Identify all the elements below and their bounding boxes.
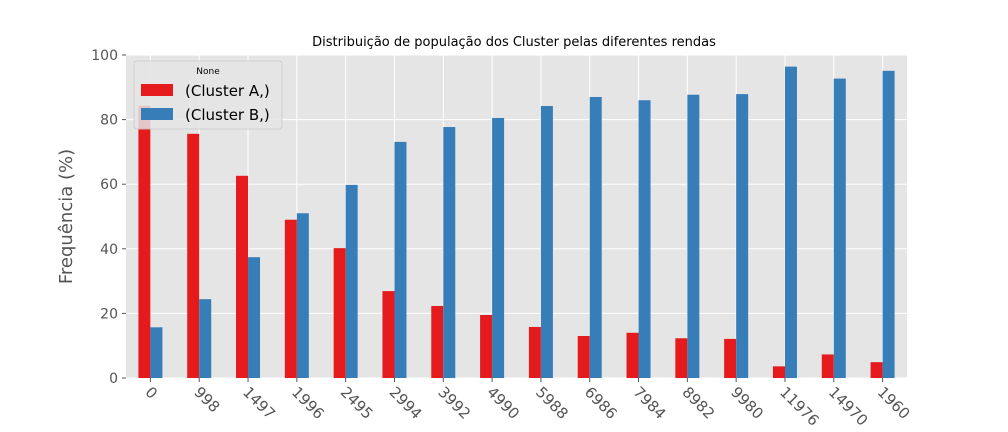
- y-tick-label: 100: [91, 48, 118, 64]
- bar-cluster-a: [675, 338, 688, 378]
- x-tick-label: 998: [190, 383, 223, 416]
- x-tick-label: 1996: [288, 383, 328, 423]
- bar-cluster-b: [784, 66, 797, 379]
- x-tick-label: 14970: [825, 383, 871, 429]
- bar-cluster-a: [821, 354, 834, 378]
- legend-swatch: [141, 84, 173, 96]
- bar-cluster-a: [772, 366, 785, 378]
- x-tick-label: 1497: [239, 383, 279, 423]
- y-axis-label: Frequência (%): [56, 149, 77, 284]
- legend-label: (Cluster A,): [185, 82, 270, 100]
- bar-cluster-b: [638, 100, 651, 378]
- bar-cluster-a: [333, 248, 346, 378]
- bar-cluster-a: [187, 133, 200, 378]
- bar-cluster-b: [248, 257, 261, 378]
- bar-cluster-b: [492, 117, 505, 379]
- bar-cluster-a: [724, 338, 737, 378]
- bar-cluster-b: [150, 327, 163, 378]
- y-tick-label: 20: [100, 306, 118, 322]
- bar-cluster-b: [443, 127, 456, 379]
- bar-cluster-b: [296, 213, 309, 378]
- x-tick-label: 7984: [630, 383, 670, 423]
- bar-cluster-b: [589, 96, 602, 379]
- legend-title: None: [196, 67, 220, 77]
- x-tick-label: 1960: [874, 383, 914, 423]
- bar-cluster-a: [480, 315, 493, 378]
- x-tick-label: 3992: [434, 383, 474, 423]
- x-tick-label: 6986: [581, 383, 621, 423]
- x-tick-label: 0: [142, 383, 161, 402]
- bar-cluster-b: [540, 106, 553, 378]
- x-tick-label: 2495: [337, 383, 377, 423]
- bar-cluster-a: [870, 362, 883, 378]
- bar-cluster-b: [687, 94, 700, 378]
- y-axis-ticks: 0 20 40 60 80 100: [91, 48, 126, 387]
- bar-cluster-a: [577, 336, 590, 378]
- bar-cluster-b: [833, 78, 846, 378]
- bar-cluster-b: [199, 299, 212, 378]
- bar-cluster-b: [882, 70, 895, 379]
- bar-cluster-a: [284, 219, 297, 378]
- bar-cluster-a: [528, 326, 541, 378]
- chart-title: Distribuição de população dos Cluster pe…: [312, 35, 716, 50]
- legend: None (Cluster A,) (Cluster B,): [133, 60, 283, 130]
- x-tick-label: 8982: [679, 383, 719, 423]
- x-tick-label: 9980: [727, 383, 767, 423]
- x-tick-label: 2994: [386, 383, 426, 423]
- y-tick-label: 0: [109, 371, 118, 387]
- bar-cluster-b: [394, 141, 407, 378]
- bar-cluster-a: [138, 105, 151, 378]
- y-tick-label: 80: [100, 113, 118, 129]
- bars: [138, 66, 895, 379]
- y-tick-label: 40: [100, 242, 118, 258]
- bar-cluster-b: [345, 184, 358, 378]
- y-tick-label: 60: [100, 177, 118, 193]
- bar-cluster-a: [431, 305, 444, 378]
- bar-cluster-b: [736, 94, 749, 378]
- x-tick-label: 4990: [483, 383, 523, 423]
- x-axis-ticks: 0 998 1497 1996 2495 2994 3992 4990 5988 6986 7984…: [142, 378, 914, 430]
- bar-cluster-a: [382, 291, 395, 378]
- x-tick-label: 5988: [532, 383, 572, 423]
- bar-cluster-a: [236, 175, 249, 378]
- x-tick-label: 11976: [776, 383, 822, 429]
- legend-swatch: [141, 108, 173, 120]
- bar-cluster-a: [626, 332, 639, 378]
- legend-label: (Cluster B,): [185, 106, 270, 124]
